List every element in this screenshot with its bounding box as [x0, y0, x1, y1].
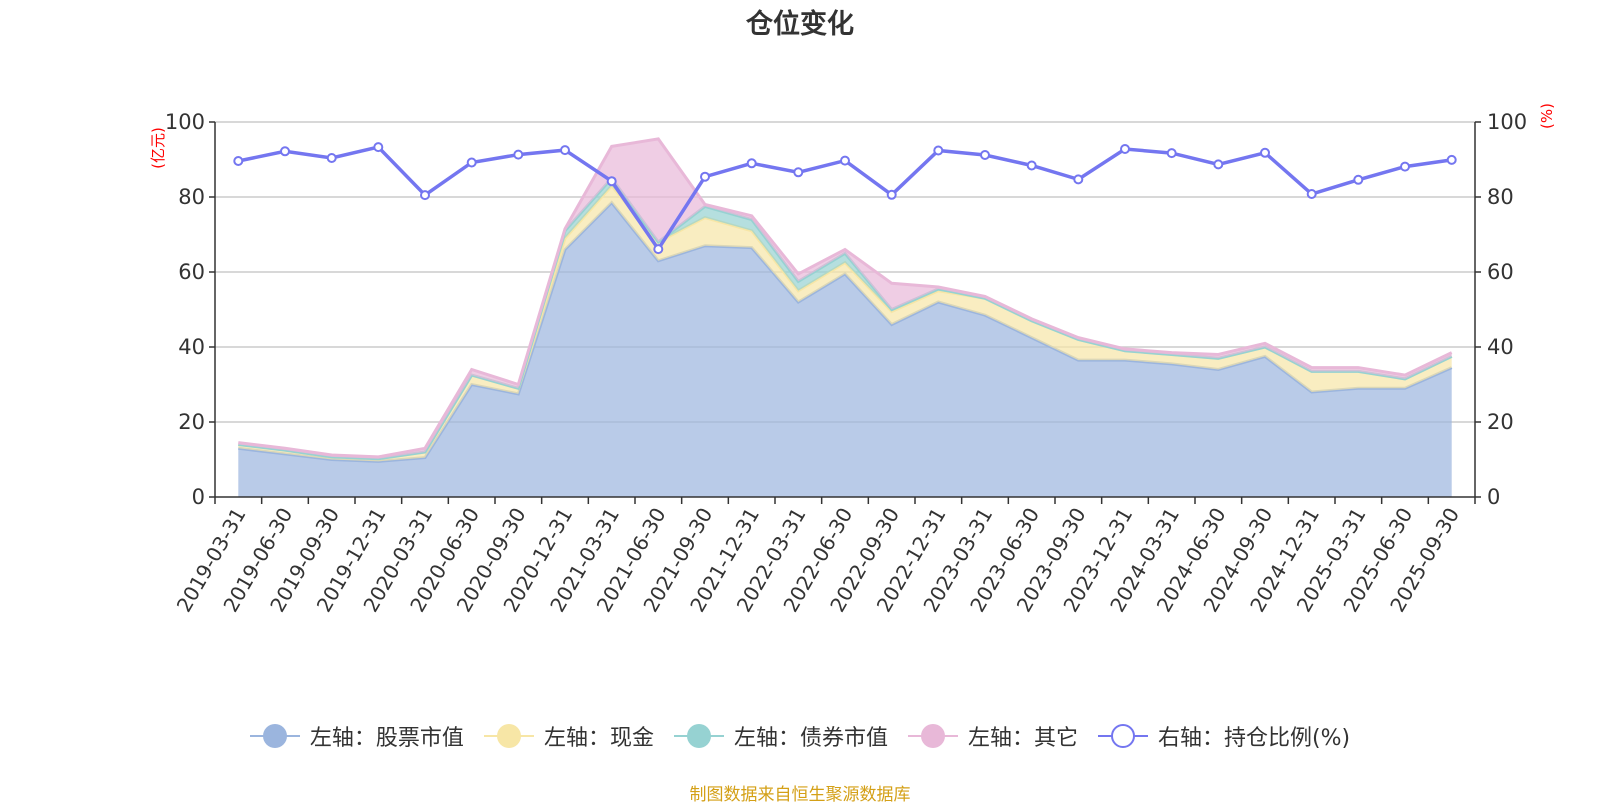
legend-label: 左轴：股票市值 [309, 726, 464, 751]
ratio-point [700, 171, 710, 182]
ratio-point [1026, 160, 1037, 171]
y-right-unit: (%) [1538, 103, 1556, 129]
ratio-point [653, 244, 664, 255]
ratio-point [513, 149, 524, 160]
ratio-point [280, 146, 290, 157]
legend-swatch-stock-icon [249, 723, 300, 749]
ratio-point [746, 158, 757, 169]
legend-label: 左轴：其它 [967, 726, 1078, 751]
y-left-tick-label: 20 [178, 410, 205, 434]
ratio-point [886, 189, 897, 200]
y-left-tick-label: 40 [178, 335, 205, 359]
ratio-point [1446, 154, 1457, 165]
y-left-tick-label: 100 [165, 110, 205, 134]
y-right-tick-label: 80 [1487, 185, 1514, 209]
ratio-point [606, 176, 617, 187]
legend-swatch-ratio-icon [1097, 723, 1148, 749]
ratio-point [980, 150, 990, 160]
legend-swatch-cash-icon [483, 723, 534, 749]
ratio-point [1073, 174, 1084, 185]
ratio-point [933, 145, 944, 156]
legend-item-bond[interactable]: 左轴：债券市值 [673, 720, 888, 752]
legend-item-stock[interactable]: 左轴：股票市值 [249, 720, 464, 752]
y-right-tick-label: 60 [1487, 260, 1514, 284]
ratio-point [840, 155, 850, 166]
ratio-point [233, 156, 244, 166]
legend-label: 左轴：债券市值 [733, 726, 888, 751]
ratio-point [1306, 189, 1317, 199]
legend-item-ratio[interactable]: 右轴：持仓比例(%) [1097, 720, 1351, 752]
legend-item-other[interactable]: 左轴：其它 [907, 720, 1078, 752]
ratio-point [1260, 147, 1270, 158]
y-left-unit: (亿元) [149, 127, 167, 169]
legend-swatch-bond-icon [673, 723, 724, 749]
y-right-tick-label: 40 [1487, 335, 1514, 359]
ratio-point [560, 145, 570, 156]
ratio-point [326, 153, 337, 163]
legend: 左轴：股票市值 左轴：现金 左轴：债券市值 左轴：其它 右轴：持仓比例(%) [0, 720, 1600, 752]
ratio-point [1166, 148, 1177, 159]
ratio-point [1400, 161, 1410, 172]
legend-swatch-other-icon [907, 723, 958, 749]
legend-label: 左轴：现金 [543, 726, 654, 751]
ratio-point [1353, 174, 1364, 185]
ratio-point [466, 157, 477, 168]
ratio-point [1213, 159, 1224, 170]
ratio-point [793, 167, 804, 178]
y-left-tick-label: 0 [192, 485, 205, 509]
ratio-point [1120, 144, 1130, 154]
ratio-point [373, 142, 384, 153]
legend-item-cash[interactable]: 左轴：现金 [483, 720, 654, 752]
y-left-tick-label: 80 [178, 185, 205, 209]
y-left-tick-label: 60 [178, 260, 205, 284]
source-note: 制图数据来自恒生聚源数据库 [689, 785, 911, 805]
area-series-0 [238, 202, 1452, 497]
chart-title: 仓位变化 [746, 9, 854, 40]
ratio-point [420, 190, 430, 201]
y-right-tick-label: 20 [1487, 410, 1514, 434]
y-right-tick-label: 100 [1487, 110, 1527, 134]
legend-label: 右轴：持仓比例(%) [1157, 726, 1351, 751]
y-right-tick-label: 0 [1487, 485, 1500, 509]
area-edge-series-3 [238, 137, 1453, 459]
